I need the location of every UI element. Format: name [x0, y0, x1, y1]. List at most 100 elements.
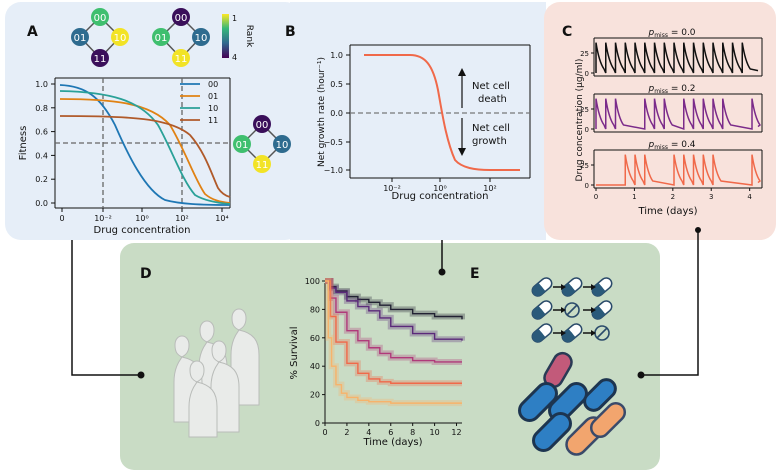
node-00-label: 00 [175, 13, 188, 24]
ytick-label: 25 [580, 162, 589, 170]
node-01 [71, 28, 89, 46]
node-00 [91, 8, 109, 26]
dosing-row-1: 0 25 pmiss = 0.2 [580, 84, 763, 134]
pill-icon [591, 277, 613, 297]
pill-adherence-rows [531, 277, 613, 343]
dosing-row-2: 0 25 pmiss = 0.4 0 1 2 3 4 [580, 140, 763, 201]
node-01-label: 01 [155, 33, 168, 44]
node-11 [91, 49, 109, 67]
svg-text:10: 10 [208, 104, 218, 113]
panel-d-xticks: 0 2 4 6 8 10 12 [322, 423, 462, 437]
panel-a-legend: 00 01 10 11 [180, 80, 218, 125]
pill-icon [561, 323, 583, 343]
xtick-label: 10⁰ [433, 184, 446, 193]
xtick-label: 10⁰ [135, 214, 148, 223]
xtick-label: 8 [410, 428, 415, 437]
death-label-2: death [478, 94, 507, 105]
panel-b-letter: B [285, 24, 296, 40]
panel-a-xticks: 0 10⁻² 10⁰ 10² 10⁴ [59, 208, 229, 223]
panel-a-yticks: 0.0 0.2 0.4 0.6 0.8 1.0 [35, 80, 55, 208]
curve-10 [59, 90, 231, 205]
node-01-label: 01 [74, 33, 87, 44]
panel-b-xticks: 10⁻² 10⁰ 10² [383, 178, 497, 193]
node-10 [111, 28, 129, 46]
ytick-label: −0.5 [324, 138, 343, 147]
pmiss-label: pmiss = 0.2 [647, 84, 695, 95]
node-10-label: 10 [195, 33, 208, 44]
panel-c: Drug concentration (μg/ml) 0 25 pmiss = 0.… [575, 28, 763, 217]
panel-c-letter: C [562, 24, 572, 40]
panel-e-letter: E [470, 266, 480, 282]
drug-concentration-trace [596, 154, 762, 186]
xtick-label: 0 [594, 193, 598, 201]
xtick-label: 10² [483, 184, 496, 193]
pmiss-label: pmiss = 0.0 [647, 28, 695, 39]
xtick-label: 12 [451, 428, 461, 437]
xtick-label: 10 [430, 428, 440, 437]
xtick-label: 10⁻² [94, 214, 112, 223]
xtick-label: 2 [344, 428, 349, 437]
connectors [71, 227, 701, 379]
rank-label: Rank [244, 25, 254, 48]
svg-text:00: 00 [208, 80, 218, 89]
growth-label-2: growth [472, 136, 507, 147]
xtick-label: 3 [709, 193, 713, 201]
pill-icon [531, 300, 553, 320]
growth-label-1: Net cell [472, 123, 510, 134]
ytick-label: 0.0 [35, 199, 48, 208]
node-10-label: 10 [276, 140, 289, 151]
svg-text:11: 11 [208, 116, 218, 125]
arrow-head [561, 284, 566, 290]
panel-a-ylabel: Fitness [18, 126, 29, 161]
ytick-label: 0.2 [35, 175, 48, 184]
panel-b: Net growth rate (hour⁻¹) Drug concentrat… [317, 44, 531, 202]
ytick-label: 0.6 [35, 128, 48, 137]
dosing-row-0: 0 25 pmiss = 0.0 [580, 28, 763, 78]
ytick-label: 40 [310, 362, 320, 371]
node-00 [172, 8, 190, 26]
panel-d-xlabel: Time (days) [362, 437, 422, 448]
panel-a-xlabel: Drug concentration [94, 225, 191, 236]
panel-c-ylabel: Drug concentration (μg/ml) [575, 59, 585, 182]
ytick-label: 20 [310, 391, 320, 400]
ytick-label: 0 [585, 70, 589, 78]
xtick-label: 10⁴ [215, 214, 228, 223]
arrow-head [591, 284, 596, 290]
xtick-label: 0 [322, 428, 327, 437]
survival-curve-4 [325, 280, 462, 404]
node-11-label: 11 [94, 54, 107, 65]
arrow-head [561, 330, 566, 336]
ytick-label: 0 [315, 419, 320, 428]
ytick-label: 0.4 [35, 151, 48, 160]
xtick-label: 4 [366, 428, 371, 437]
panel-d: % Survival Time (days) 0 20 40 60 80 100 0 2 4 6… [173, 277, 465, 448]
ytick-label: 1.0 [35, 80, 48, 89]
arrow-head [591, 307, 596, 313]
panel-a-letter: A [27, 24, 38, 40]
panel-a: 00 01 10 11 00 01 10 11 [18, 8, 291, 236]
death-label-1: Net cell [472, 81, 510, 92]
rank-colorbar [222, 14, 229, 58]
drug-concentration-trace [595, 42, 759, 74]
xtick-label: 10⁻² [383, 184, 401, 193]
survival-curve-1 [325, 280, 463, 341]
node-10-label: 10 [114, 33, 127, 44]
panel-c-xlabel: Time (days) [637, 206, 697, 217]
ytick-label: 0.8 [35, 104, 48, 113]
panel-b-ylabel: Net growth rate (hour⁻¹) [317, 57, 327, 167]
ytick-label: 25 [580, 50, 589, 58]
rank-top: 1 [232, 14, 237, 23]
svg-text:01: 01 [208, 92, 218, 101]
pill-icon [531, 323, 553, 343]
node-01 [152, 28, 170, 46]
genotype-network-3: 00 01 10 11 [233, 115, 291, 173]
node-10 [192, 28, 210, 46]
curve-11 [59, 115, 231, 198]
panel-d-letter: D [140, 266, 152, 282]
xtick-label: 1 [632, 193, 636, 201]
ytick-label: 100 [305, 277, 320, 286]
arrow-head [561, 307, 566, 313]
ytick-label: 0 [585, 126, 589, 134]
node-01 [233, 135, 251, 153]
pill-icon [591, 300, 613, 320]
